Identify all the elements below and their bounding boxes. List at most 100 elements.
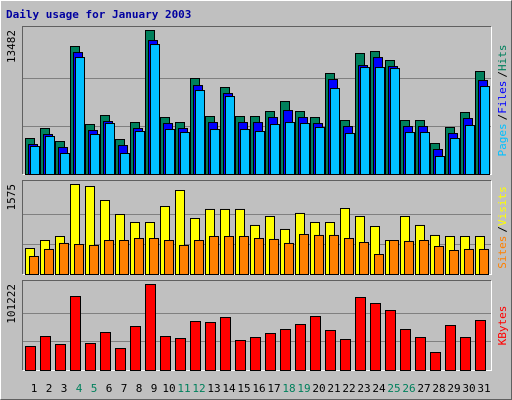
bar: [479, 248, 489, 276]
x-tick-label: 23: [357, 382, 370, 395]
bar: [359, 242, 369, 275]
x-tick-label: 6: [106, 382, 113, 395]
bar: [74, 244, 84, 275]
legend-entry: Hits: [496, 45, 509, 72]
legend-entry: Files: [496, 81, 509, 114]
bar: [299, 234, 309, 275]
bar: [194, 240, 204, 275]
bar: [285, 122, 295, 175]
bar: [85, 343, 96, 371]
legend: KBytes: [496, 306, 509, 346]
bar: [130, 326, 141, 371]
panel-shadow: [22, 180, 492, 275]
bar: [270, 124, 280, 175]
bar: [105, 123, 115, 175]
x-tick-label: 21: [327, 382, 340, 395]
bar: [465, 125, 475, 175]
bar: [90, 134, 100, 175]
bar: [150, 44, 160, 175]
bar: [284, 242, 294, 276]
bar: [445, 325, 456, 371]
bar: [195, 90, 205, 175]
bar: [325, 330, 336, 371]
bar: [315, 127, 325, 175]
x-tick-label: 14: [222, 382, 236, 395]
bar: [405, 132, 415, 175]
y-tick-label: 101222: [5, 284, 18, 324]
bar: [390, 68, 400, 175]
bar: [430, 352, 441, 371]
bar: [295, 324, 306, 371]
bar: [314, 234, 324, 276]
bar: [59, 242, 69, 276]
bar: [29, 256, 39, 275]
bar: [435, 156, 445, 175]
bar: [255, 131, 265, 175]
x-tick-label: 26: [402, 382, 415, 395]
x-tick-label: 5: [91, 382, 98, 395]
bar: [75, 57, 85, 175]
bar: [44, 248, 54, 276]
bar: [40, 336, 51, 371]
bar: [115, 348, 126, 371]
x-tick-label: 15: [237, 382, 250, 395]
bar: [30, 146, 40, 175]
bar: [375, 67, 385, 175]
bar: [240, 129, 250, 175]
bar: [55, 344, 66, 371]
bar: [100, 332, 111, 371]
y-tick-label: 1575: [5, 184, 18, 211]
bar: [330, 88, 340, 175]
bar: [235, 340, 246, 371]
bar: [419, 240, 429, 275]
x-tick-label: 30: [462, 382, 475, 395]
y-tick-label: 13482: [5, 30, 18, 63]
bar: [165, 129, 175, 175]
legend-entry: Pages: [496, 123, 509, 156]
x-tick-label: 17: [267, 382, 280, 395]
x-tick-label: 9: [151, 382, 158, 395]
bar: [265, 333, 276, 371]
bar: [60, 153, 70, 175]
bar: [179, 244, 189, 276]
x-tick-label: 16: [252, 382, 265, 395]
x-tick-label: 8: [136, 382, 143, 395]
bar: [164, 240, 174, 275]
bar: [89, 244, 99, 276]
bar: [345, 133, 355, 175]
x-tick-label: 19: [297, 382, 310, 395]
bar: [254, 238, 264, 275]
bar: [415, 337, 426, 371]
panel-shadow: [22, 26, 492, 175]
x-tick-label: 12: [192, 382, 205, 395]
bar: [134, 238, 144, 275]
bar: [239, 236, 249, 275]
legend-entry: Visits: [496, 186, 509, 226]
x-tick-label: 20: [312, 382, 325, 395]
bar: [404, 240, 414, 276]
bar: [190, 321, 201, 371]
bar: [180, 132, 190, 175]
bar: [224, 236, 234, 275]
x-tick-label: 28: [432, 382, 445, 395]
bar: [449, 250, 459, 275]
bar: [175, 338, 186, 371]
bar: [385, 310, 396, 371]
bar: [45, 136, 55, 175]
bar: [220, 317, 231, 371]
legend: Pages/Files/Hits: [496, 45, 509, 157]
panel-shadow: [22, 280, 492, 371]
legend-separator: /: [496, 114, 509, 121]
x-tick-label: 29: [447, 382, 460, 395]
bar: [280, 329, 291, 371]
bar: [389, 240, 399, 275]
bar: [464, 248, 474, 276]
bar: [209, 236, 219, 275]
x-tick-label: 7: [121, 382, 128, 395]
bar: [250, 337, 261, 371]
chart-title: Daily usage for January 2003: [6, 8, 191, 21]
x-tick-label: 1: [31, 382, 38, 395]
x-tick-label: 24: [372, 382, 386, 395]
bar: [25, 346, 36, 371]
